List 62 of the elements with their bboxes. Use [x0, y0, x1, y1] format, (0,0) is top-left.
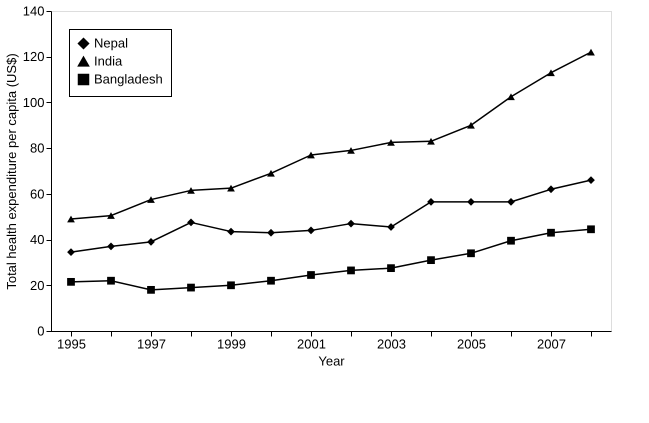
point — [187, 284, 195, 292]
point — [547, 185, 555, 194]
point — [147, 196, 155, 203]
point — [467, 249, 475, 258]
point — [507, 198, 515, 206]
x-axis-title: Year — [318, 354, 346, 368]
point — [67, 216, 75, 222]
point — [427, 198, 435, 206]
legend-label: Nepal — [94, 36, 128, 50]
point — [147, 286, 155, 294]
point — [307, 271, 315, 279]
point — [267, 228, 275, 237]
x-tick-label: 2005 — [457, 336, 486, 352]
point — [547, 228, 555, 237]
x-tick-label: 1995 — [57, 336, 86, 352]
y-tick-label: 20 — [30, 278, 44, 293]
point — [587, 48, 595, 56]
point — [387, 223, 395, 231]
point — [67, 248, 75, 256]
point — [107, 212, 115, 219]
y-tick-label: 100 — [22, 94, 44, 110]
legend-label: Bangladesh — [94, 72, 163, 86]
point — [507, 93, 515, 100]
point — [267, 276, 275, 285]
point — [387, 139, 395, 146]
point — [427, 256, 435, 264]
point — [347, 220, 355, 228]
point — [467, 198, 475, 206]
x-tick-label: 2007 — [537, 336, 566, 352]
x-tick-label: 1999 — [217, 336, 246, 352]
y-tick-label: 40 — [30, 232, 44, 248]
point — [187, 187, 195, 194]
point — [387, 264, 395, 272]
x-tick-label: 2001 — [297, 336, 326, 352]
point — [227, 228, 235, 236]
y-tick-label: 0 — [37, 324, 44, 338]
point — [347, 266, 355, 274]
y-tick-label: 60 — [30, 186, 44, 202]
y-tick-label: 120 — [22, 49, 44, 64]
point — [307, 226, 315, 234]
y-tick-label: 80 — [30, 140, 44, 156]
point — [267, 170, 275, 177]
point — [587, 225, 595, 234]
point — [147, 238, 155, 246]
x-tick-label: 1997 — [137, 336, 166, 352]
point — [307, 152, 315, 158]
legend-label: India — [94, 54, 123, 68]
y-tick-label: 140 — [22, 4, 44, 18]
point — [587, 176, 595, 184]
point — [187, 218, 195, 226]
x-tick-label: 2003 — [377, 336, 406, 352]
point — [227, 281, 235, 290]
point — [427, 138, 435, 145]
point — [67, 278, 75, 286]
point — [547, 69, 555, 76]
y-axis-title: Total health expenditure per capita (US$) — [4, 53, 19, 290]
point — [107, 242, 115, 250]
point — [507, 236, 515, 245]
point — [107, 276, 115, 285]
point — [467, 122, 475, 129]
point — [347, 147, 355, 154]
point — [227, 184, 235, 192]
